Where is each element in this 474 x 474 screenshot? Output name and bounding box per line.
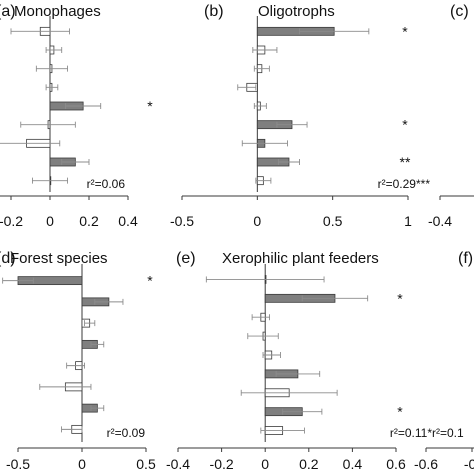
x-tick-label: 0 <box>253 213 261 229</box>
stats-label: r²=0.29*** <box>378 177 431 191</box>
significance-label: * <box>397 290 403 306</box>
stats-label: r²=0.09 <box>107 426 146 440</box>
panel-label: (f) <box>458 250 473 267</box>
significance-label: * <box>402 117 408 133</box>
x-tick-label: 0.2 <box>79 213 99 229</box>
panel-title: Xerophilic plant feeders <box>222 250 379 267</box>
panel-label: (d) <box>0 250 16 267</box>
x-tick-label: 1 <box>404 213 412 229</box>
x-tick-label: -0.2 <box>0 213 23 229</box>
x-tick-label: -0.2 <box>210 456 234 472</box>
x-tick-label: -0.5 <box>6 456 30 472</box>
x-tick-label: -0.5 <box>170 213 194 229</box>
x-tick-label: -0.6 <box>414 456 438 472</box>
stats-label: r²=0.11* <box>390 426 432 440</box>
panel-label: (e) <box>176 250 196 267</box>
significance-label: * <box>147 273 153 289</box>
x-tick-label: 0 <box>78 456 86 472</box>
stats-label: r²=0.06 <box>87 177 126 191</box>
x-tick-label: 0 <box>46 213 54 229</box>
x-tick-label: 0.5 <box>136 456 156 472</box>
significance-label: * <box>397 404 403 420</box>
x-tick-label: 0.4 <box>343 456 363 472</box>
x-tick-label: 0.4 <box>118 213 138 229</box>
panel-title: Oligotrophs <box>258 3 335 20</box>
panel-label: (c) <box>450 3 469 20</box>
stats-label: r²=0.1 <box>432 426 464 440</box>
panel-title: Monophages <box>14 3 101 20</box>
x-tick-label: 0.2 <box>299 456 319 472</box>
significance-label: * <box>402 23 408 39</box>
x-tick-label: -0.4 <box>166 456 190 472</box>
x-tick-label: 0.6 <box>386 456 406 472</box>
panel-label: (a) <box>0 3 16 20</box>
significance-label: * <box>147 98 153 114</box>
significance-label: ** <box>400 154 411 170</box>
x-tick-label: 0.5 <box>323 213 343 229</box>
panel-title: Forest species <box>10 250 108 267</box>
x-tick-label: -0. <box>464 456 474 472</box>
panel-label: (b) <box>204 3 224 20</box>
x-tick-label: 0 <box>261 456 269 472</box>
x-tick-label: -0.4 <box>428 213 452 229</box>
